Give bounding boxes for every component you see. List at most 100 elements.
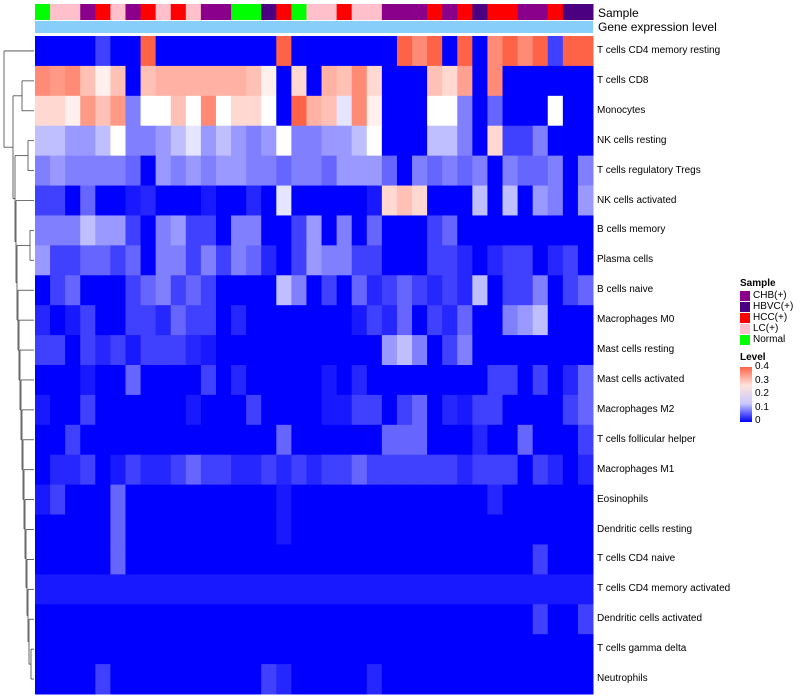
heatmap-cell [532, 155, 549, 187]
heatmap-cell [532, 305, 549, 336]
heatmap-cell [291, 424, 307, 456]
heatmap-cell [200, 185, 217, 216]
legend-swatch [740, 334, 750, 345]
heatmap-cell [442, 574, 458, 605]
heatmap-cell [185, 335, 202, 366]
heatmap-cell [215, 305, 232, 336]
heatmap-cell [231, 424, 247, 456]
heatmap-cell [472, 484, 488, 516]
heatmap-cell [95, 574, 111, 605]
heatmap-cell [306, 544, 323, 575]
heatmap-cell [200, 275, 217, 306]
heatmap-cell [215, 514, 232, 545]
legend-swatch [740, 301, 750, 312]
heatmap-cell [215, 574, 232, 605]
heatmap-cell [291, 95, 307, 127]
heatmap-cell [261, 65, 277, 97]
heatmap-cell [517, 215, 534, 246]
heatmap-cell [412, 275, 428, 306]
heatmap-cell [412, 604, 428, 635]
heatmap-cell [185, 424, 202, 456]
heatmap-cell [170, 215, 187, 246]
heatmap-cell [200, 305, 217, 336]
heatmap-cell [306, 664, 323, 695]
heatmap-cell [80, 454, 96, 486]
legend-label: CHB(+) [753, 290, 787, 301]
heatmap-cell [140, 305, 157, 336]
heatmap-cell [427, 664, 443, 695]
heatmap-cell [261, 245, 277, 276]
level-color-bar [740, 367, 752, 422]
heatmap-cell [381, 634, 398, 665]
heatmap-cell [336, 36, 353, 67]
heatmap-cell [381, 574, 398, 605]
sample-annotation-cell [336, 4, 353, 20]
heatmap-cell [200, 215, 217, 246]
heatmap-cell [502, 125, 519, 157]
heatmap-cell [35, 125, 51, 157]
legend-label: HCC(+) [753, 312, 788, 323]
heatmap-cell [502, 484, 519, 516]
heatmap-cell [547, 634, 564, 665]
heatmap-cell [110, 305, 126, 336]
heatmap-cell [412, 245, 428, 276]
heatmap-cell [487, 335, 504, 366]
heatmap-cell [246, 484, 262, 516]
heatmap-cell [351, 155, 368, 187]
heatmap-cell [170, 155, 187, 187]
heatmap-cell [577, 484, 594, 516]
heatmap-cell [502, 215, 519, 246]
heatmap-cell [155, 155, 172, 187]
heatmap-cell [562, 514, 579, 545]
heatmap-cell [532, 664, 549, 695]
heatmap-cell [532, 454, 549, 486]
heatmap-cell [351, 185, 368, 216]
heatmap-cell [547, 305, 564, 336]
heatmap-cell [562, 95, 579, 127]
row-label: T cells CD4 naive [597, 553, 676, 565]
heatmap-cell [65, 305, 81, 336]
heatmap-cell [366, 245, 383, 276]
heatmap-cell [291, 574, 307, 605]
heatmap-cell [215, 424, 232, 456]
heatmap-cell [336, 544, 353, 575]
heatmap-cell [185, 185, 202, 216]
heatmap-cell [381, 65, 398, 97]
heatmap-cell [517, 155, 534, 187]
heatmap-cell [35, 664, 51, 695]
heatmap-cell [457, 394, 473, 426]
heatmap-cell [321, 215, 338, 246]
heatmap-cell [50, 514, 66, 545]
sample-legend-item: HBVC(+) [740, 301, 793, 312]
heatmap-cell [200, 335, 217, 366]
heatmap-cell [547, 155, 564, 187]
heatmap-cell [351, 424, 368, 456]
heatmap-cell [35, 574, 51, 605]
heatmap-cell [306, 574, 323, 605]
heatmap-cell [547, 544, 564, 575]
heatmap-cell [396, 664, 413, 695]
heatmap-cell [366, 185, 383, 216]
heatmap-cell [170, 125, 187, 157]
heatmap-cell [185, 604, 202, 635]
heatmap-cell [321, 544, 338, 575]
heatmap-cell [215, 335, 232, 366]
heatmap-cell [215, 185, 232, 216]
heatmap-cell [336, 634, 353, 665]
sample-annotation-cell [351, 4, 368, 20]
heatmap-cell [200, 604, 217, 635]
heatmap-cell [321, 574, 338, 605]
heatmap-cell [50, 454, 66, 486]
heatmap-cell [50, 574, 66, 605]
heatmap-cell [472, 514, 488, 545]
heatmap-cell [261, 544, 277, 575]
heatmap-cell [427, 514, 443, 545]
heatmap-cell [170, 604, 187, 635]
heatmap-cell [95, 185, 111, 216]
heatmap-cell [50, 335, 66, 366]
heatmap-cell [170, 65, 187, 97]
heatmap-cell [336, 664, 353, 695]
heatmap-cell [110, 574, 126, 605]
heatmap-cell [80, 305, 96, 336]
heatmap-cell [215, 394, 232, 426]
